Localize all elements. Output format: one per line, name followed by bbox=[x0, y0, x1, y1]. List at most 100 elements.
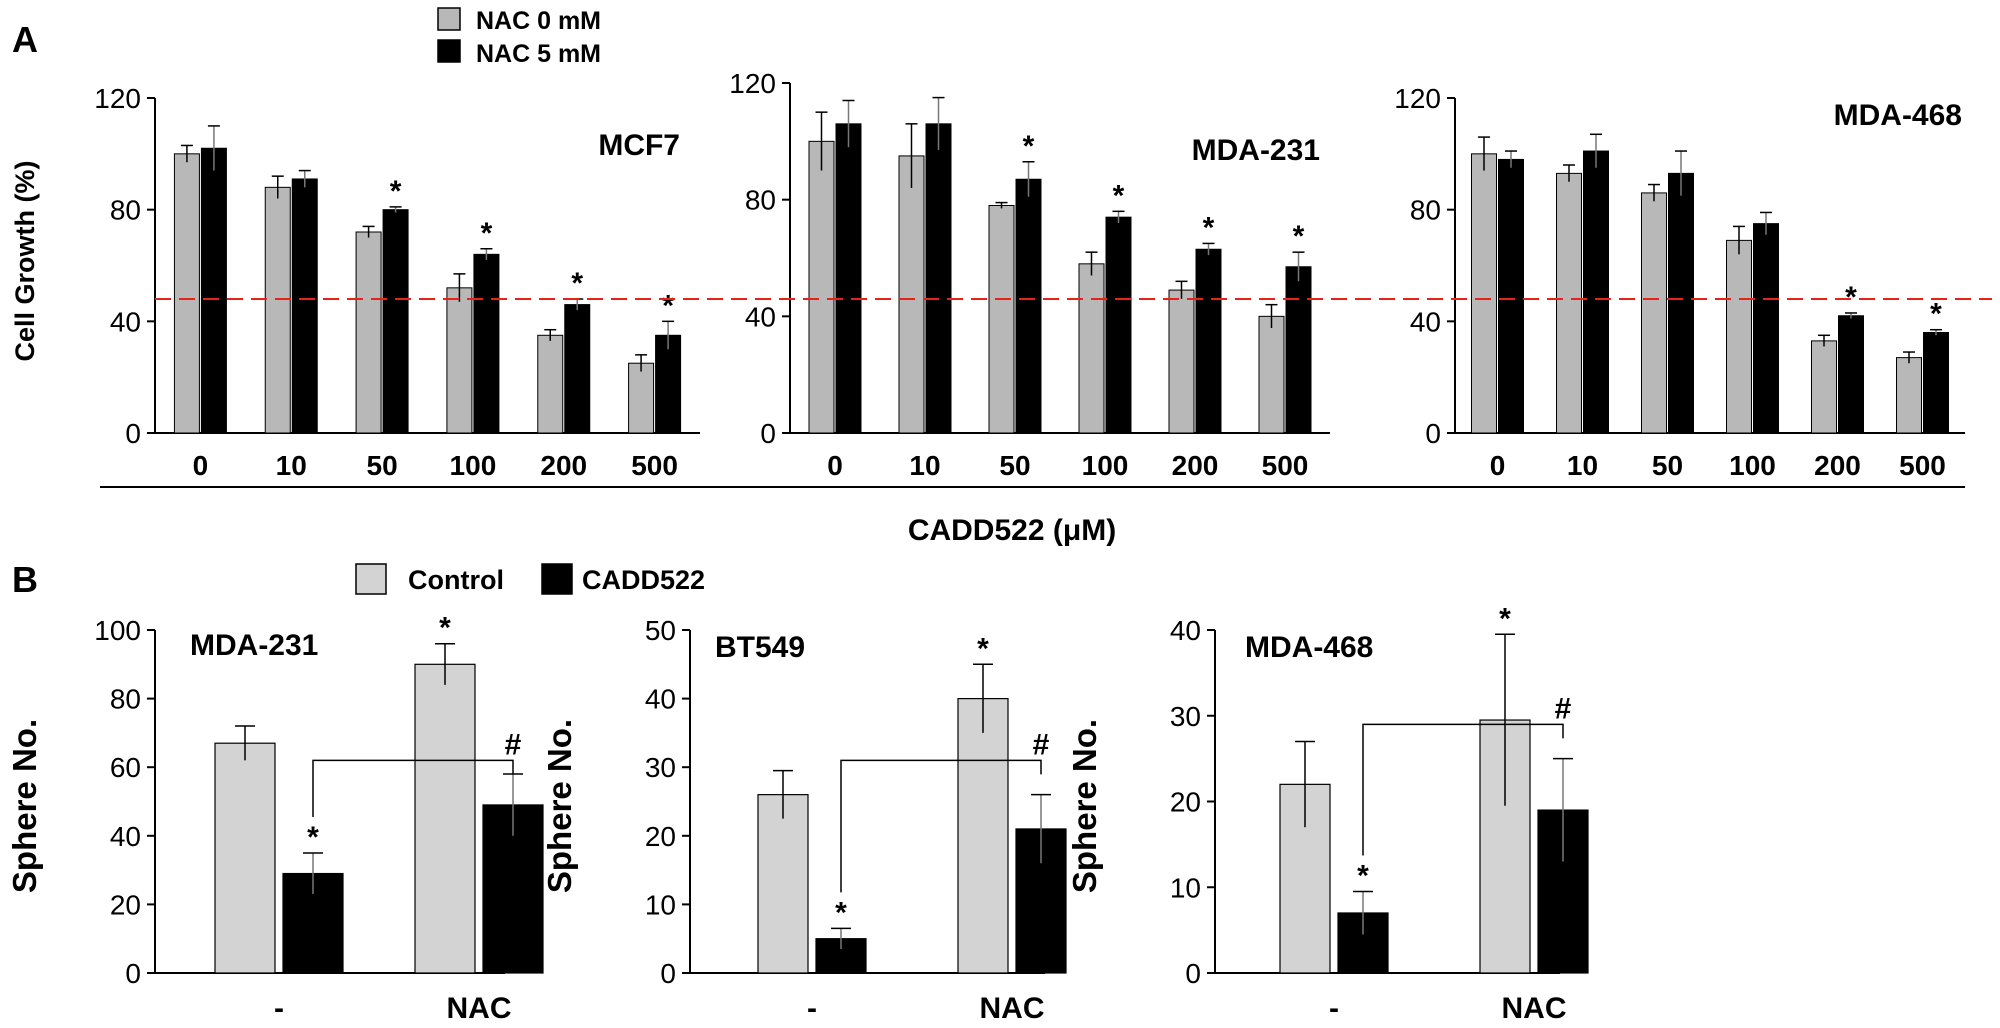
x-tick-label: 200 bbox=[1172, 450, 1219, 481]
significance-marker: * bbox=[1845, 281, 1857, 314]
x-tick-label: 50 bbox=[999, 450, 1030, 481]
bar-control bbox=[414, 663, 476, 974]
legend-bottom: Control CADD522 bbox=[355, 563, 705, 595]
x-tick-label: 100 bbox=[1729, 450, 1776, 481]
chart-4: 0 10 20 30 40 50 Sphere No. BT549 - NAC * * # bbox=[541, 615, 1067, 1025]
x-tick-label: 100 bbox=[1082, 450, 1129, 481]
bar-nac-0 bbox=[1726, 239, 1752, 434]
chart-title: BT549 bbox=[715, 631, 805, 664]
legend-swatch-nac-0 bbox=[437, 7, 461, 31]
comparison-marker: # bbox=[1555, 692, 1572, 725]
bar-nac-5 bbox=[291, 178, 318, 434]
significance-marker: * bbox=[439, 612, 451, 645]
bar-nac-0 bbox=[1168, 289, 1195, 434]
significance-marker: * bbox=[1930, 298, 1942, 331]
bar-nac-0 bbox=[1078, 263, 1105, 434]
chart-5: 0 10 20 30 40 Sphere No. MDA-468 - NAC * * # bbox=[1066, 602, 1589, 1025]
bar-nac-5 bbox=[655, 334, 682, 434]
y-tick-label: 80 bbox=[745, 185, 776, 216]
bar-nac-0 bbox=[1258, 315, 1285, 434]
bar-control bbox=[757, 794, 809, 974]
y-tick-label: 120 bbox=[729, 68, 776, 99]
significance-marker: * bbox=[390, 175, 402, 208]
bar-nac-5 bbox=[1753, 223, 1779, 434]
significance-marker: * bbox=[1023, 130, 1035, 163]
legend-label-nac-0: NAC 0 mM bbox=[476, 7, 601, 35]
y-tick-label: 40 bbox=[1410, 306, 1441, 337]
bar-nac-5 bbox=[1583, 150, 1609, 434]
significance-marker: * bbox=[307, 821, 319, 854]
x-tick-label: 10 bbox=[276, 450, 307, 481]
chart-0: 0 40 80 120 Cell Growth (%) MCF7 0 10 50 100 200 50… bbox=[10, 83, 700, 481]
bar-nac-5 bbox=[1285, 266, 1312, 434]
x-tick-label: 10 bbox=[909, 450, 940, 481]
x-tick-label: 10 bbox=[1567, 450, 1598, 481]
legend-label-nac-5: NAC 5 mM bbox=[476, 40, 601, 68]
legend-swatch-nac-5 bbox=[437, 39, 461, 63]
x-tick-label: 0 bbox=[193, 450, 209, 481]
bar-nac-0 bbox=[988, 205, 1015, 434]
x-tick-label: 200 bbox=[540, 450, 587, 481]
significance-marker: * bbox=[1203, 211, 1215, 244]
chart-title: MCF7 bbox=[598, 129, 680, 162]
y-tick-label: 0 bbox=[760, 418, 776, 449]
y-tick-label: 10 bbox=[1170, 872, 1201, 903]
y-tick-label: 40 bbox=[745, 301, 776, 332]
y-tick-label: 0 bbox=[1185, 958, 1201, 989]
y-tick-label: 0 bbox=[660, 958, 676, 989]
bar-control bbox=[214, 742, 276, 974]
bar-nac-5 bbox=[835, 123, 862, 434]
bar-nac-5 bbox=[1838, 315, 1864, 434]
y-tick-label: 60 bbox=[110, 752, 141, 783]
bar-nac-0 bbox=[446, 287, 473, 434]
x-tick-label: 100 bbox=[450, 450, 497, 481]
bar-nac-0 bbox=[355, 231, 382, 434]
y-tick-label: 0 bbox=[1425, 418, 1441, 449]
bar-nac-5 bbox=[1498, 158, 1524, 434]
bar-nac-0 bbox=[808, 140, 835, 434]
significance-marker: * bbox=[1357, 860, 1369, 893]
y-tick-label: 20 bbox=[1170, 787, 1201, 818]
bar-nac-5 bbox=[200, 147, 227, 434]
y-tick-label: 80 bbox=[110, 195, 141, 226]
bar-nac-5 bbox=[382, 209, 409, 434]
y-tick-label: 30 bbox=[645, 752, 676, 783]
chart-2: 0 40 80 120 MDA-468 0 10 50 100 200 500 * * bbox=[1394, 83, 1965, 481]
y-axis-label: Sphere No. bbox=[1066, 719, 1103, 893]
comparison-marker: # bbox=[505, 728, 522, 761]
bar-nac-5 bbox=[473, 253, 500, 434]
bar-nac-5 bbox=[564, 304, 591, 434]
bar-nac-0 bbox=[173, 153, 200, 434]
x-tick-label: 0 bbox=[827, 450, 843, 481]
bar-nac-0 bbox=[1556, 172, 1582, 434]
bar-nac-0 bbox=[1811, 340, 1837, 434]
legend-swatch-control bbox=[355, 563, 387, 595]
x-tick-label: NAC bbox=[447, 992, 512, 1025]
y-tick-label: 30 bbox=[1170, 701, 1201, 732]
x-tick-label: - bbox=[807, 992, 817, 1025]
y-axis-label: Sphere No. bbox=[6, 719, 43, 893]
y-axis-label: Sphere No. bbox=[541, 719, 578, 893]
y-tick-label: 20 bbox=[110, 889, 141, 920]
y-tick-label: 80 bbox=[1410, 195, 1441, 226]
chart-title: MDA-468 bbox=[1245, 631, 1373, 664]
shared-x-axis-label: CADD522 (μM) bbox=[908, 514, 1116, 547]
legend-swatch-cadd522 bbox=[541, 563, 573, 595]
bar-nac-5 bbox=[925, 123, 952, 434]
chart-3: 0 20 40 60 80 100 Sphere No. MDA-231 - NAC * * # bbox=[6, 612, 544, 1025]
x-tick-label: 0 bbox=[1490, 450, 1506, 481]
significance-marker: * bbox=[1293, 220, 1305, 253]
bar-nac-0 bbox=[1471, 153, 1497, 434]
panel-label-b: B bbox=[12, 559, 38, 600]
bar-nac-5 bbox=[1015, 178, 1042, 434]
x-tick-label: NAC bbox=[980, 992, 1045, 1025]
bar-control bbox=[957, 697, 1009, 974]
legend-label-control: Control bbox=[408, 565, 504, 595]
legend-label-cadd522: CADD522 bbox=[582, 565, 705, 595]
significance-marker: * bbox=[662, 289, 674, 322]
x-tick-label: - bbox=[274, 992, 284, 1025]
y-tick-label: 0 bbox=[125, 418, 141, 449]
chart-1: 0 40 80 120 MDA-231 0 10 50 100 200 500 * * * * bbox=[729, 68, 1330, 481]
